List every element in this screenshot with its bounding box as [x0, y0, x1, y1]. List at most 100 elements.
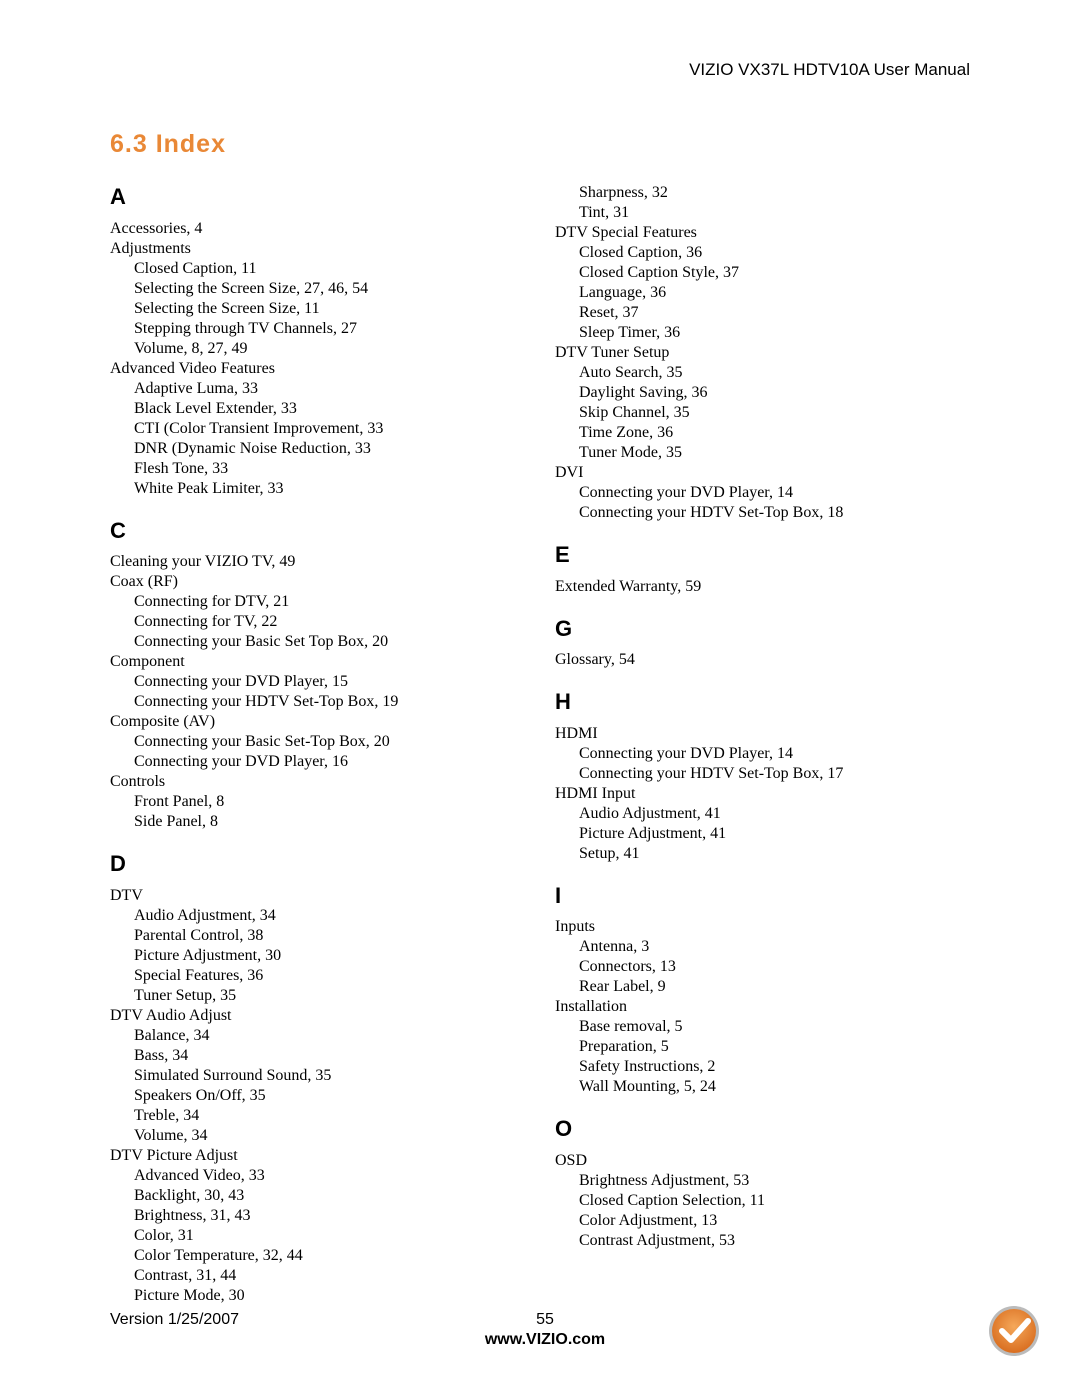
footer-url: www.VIZIO.com — [110, 1331, 980, 1349]
index-entry: Inputs — [555, 917, 980, 937]
index-entry: Cleaning your VIZIO TV, 49 — [110, 552, 535, 572]
index-entry: Connecting for DTV, 21 — [134, 592, 535, 612]
index-entry: HDMI Input — [555, 784, 980, 804]
index-entry: Volume, 34 — [134, 1126, 535, 1146]
index-column-right: Sharpness, 32Tint, 31DTV Special Feature… — [555, 183, 980, 1306]
index-entry: Safety Instructions, 2 — [579, 1057, 980, 1077]
index-entry: Wall Mounting, 5, 24 — [579, 1077, 980, 1097]
index-entry: Connecting for TV, 22 — [134, 612, 535, 632]
index-entry: Balance, 34 — [134, 1026, 535, 1046]
index-entry: Tint, 31 — [579, 203, 980, 223]
index-entry: Audio Adjustment, 41 — [579, 804, 980, 824]
index-entry: Connecting your Basic Set-Top Box, 20 — [134, 732, 535, 752]
index-entry: Special Features, 36 — [134, 966, 535, 986]
index-entry: Language, 36 — [579, 283, 980, 303]
index-entry: Sharpness, 32 — [579, 183, 980, 203]
section-title: 6.3 Index — [110, 130, 980, 159]
index-entry: Color Temperature, 32, 44 — [134, 1246, 535, 1266]
index-entry: Composite (AV) — [110, 712, 535, 732]
vizio-logo-icon — [988, 1305, 1040, 1357]
index-entry: DTV — [110, 886, 535, 906]
index-entry: Controls — [110, 772, 535, 792]
index-letter: A — [110, 183, 535, 211]
index-entry: Antenna, 3 — [579, 937, 980, 957]
index-entry: Picture Mode, 30 — [134, 1286, 535, 1306]
index-entry: Speakers On/Off, 35 — [134, 1086, 535, 1106]
index-entry: Brightness, 31, 43 — [134, 1206, 535, 1226]
index-entry: Closed Caption, 36 — [579, 243, 980, 263]
index-entry: Front Panel, 8 — [134, 792, 535, 812]
index-entry: DTV Picture Adjust — [110, 1146, 535, 1166]
index-entry: Black Level Extender, 33 — [134, 399, 535, 419]
index-entry: Brightness Adjustment, 53 — [579, 1171, 980, 1191]
index-entry: DTV Special Features — [555, 223, 980, 243]
index-entry: HDMI — [555, 724, 980, 744]
index-entry: Accessories, 4 — [110, 219, 535, 239]
index-letter: D — [110, 850, 535, 878]
index-entry: Connecting your Basic Set Top Box, 20 — [134, 632, 535, 652]
index-entry: Extended Warranty, 59 — [555, 577, 980, 597]
index-letter: I — [555, 882, 980, 910]
index-entry: Side Panel, 8 — [134, 812, 535, 832]
index-entry: DTV Tuner Setup — [555, 343, 980, 363]
index-letter: H — [555, 688, 980, 716]
index-entry: Connecting your HDTV Set-Top Box, 18 — [579, 503, 980, 523]
manual-title: VIZIO VX37L HDTV10A User Manual — [689, 60, 970, 79]
index-entry: Picture Adjustment, 30 — [134, 946, 535, 966]
index-entry: Stepping through TV Channels, 27 — [134, 319, 535, 339]
index-entry: Adjustments — [110, 239, 535, 259]
index-entry: Advanced Video Features — [110, 359, 535, 379]
index-entry: Closed Caption Selection, 11 — [579, 1191, 980, 1211]
index-entry: Parental Control, 38 — [134, 926, 535, 946]
index-letter: E — [555, 541, 980, 569]
index-entry: Color Adjustment, 13 — [579, 1211, 980, 1231]
index-entry: DVI — [555, 463, 980, 483]
index-entry: Backlight, 30, 43 — [134, 1186, 535, 1206]
index-entry: Component — [110, 652, 535, 672]
index-entry: Time Zone, 36 — [579, 423, 980, 443]
index-entry: Glossary, 54 — [555, 650, 980, 670]
index-letter: C — [110, 517, 535, 545]
index-entry: Bass, 34 — [134, 1046, 535, 1066]
index-entry: Audio Adjustment, 34 — [134, 906, 535, 926]
index-entry: OSD — [555, 1151, 980, 1171]
index-entry: Contrast Adjustment, 53 — [579, 1231, 980, 1251]
index-entry: Connecting your HDTV Set-Top Box, 19 — [134, 692, 535, 712]
index-entry: Advanced Video, 33 — [134, 1166, 535, 1186]
index-letter: G — [555, 615, 980, 643]
index-entry: Rear Label, 9 — [579, 977, 980, 997]
index-entry: Connecting your DVD Player, 14 — [579, 483, 980, 503]
index-entry: Tuner Mode, 35 — [579, 443, 980, 463]
index-entry: Coax (RF) — [110, 572, 535, 592]
index-entry: Contrast, 31, 44 — [134, 1266, 535, 1286]
footer-page-number: 55 — [536, 1311, 554, 1329]
index-entry: Connecting your DVD Player, 15 — [134, 672, 535, 692]
index-entry: Selecting the Screen Size, 11 — [134, 299, 535, 319]
index-entry: DTV Audio Adjust — [110, 1006, 535, 1026]
index-entry: Picture Adjustment, 41 — [579, 824, 980, 844]
index-entry: Connecting your DVD Player, 16 — [134, 752, 535, 772]
footer-version: Version 1/25/2007 — [110, 1311, 239, 1329]
index-entry: Connectors, 13 — [579, 957, 980, 977]
index-entry: Flesh Tone, 33 — [134, 459, 535, 479]
page-footer: Version 1/25/2007 55 www.VIZIO.com — [110, 1311, 980, 1349]
index-entry: Simulated Surround Sound, 35 — [134, 1066, 535, 1086]
index-entry: Closed Caption Style, 37 — [579, 263, 980, 283]
index-entry: CTI (Color Transient Improvement, 33 — [134, 419, 535, 439]
index-entry: Treble, 34 — [134, 1106, 535, 1126]
index-entry: Tuner Setup, 35 — [134, 986, 535, 1006]
index-entry: Skip Channel, 35 — [579, 403, 980, 423]
index-entry: Connecting your DVD Player, 14 — [579, 744, 980, 764]
index-entry: Selecting the Screen Size, 27, 46, 54 — [134, 279, 535, 299]
index-entry: Base removal, 5 — [579, 1017, 980, 1037]
index-entry: Volume, 8, 27, 49 — [134, 339, 535, 359]
index-letter: O — [555, 1115, 980, 1143]
index-entry: Setup, 41 — [579, 844, 980, 864]
index-entry: Connecting your HDTV Set-Top Box, 17 — [579, 764, 980, 784]
index-entry: Color, 31 — [134, 1226, 535, 1246]
index-entry: Adaptive Luma, 33 — [134, 379, 535, 399]
index-entry: Reset, 37 — [579, 303, 980, 323]
index-entry: Installation — [555, 997, 980, 1017]
index-entry: Sleep Timer, 36 — [579, 323, 980, 343]
page-header: VIZIO VX37L HDTV10A User Manual — [110, 60, 970, 80]
